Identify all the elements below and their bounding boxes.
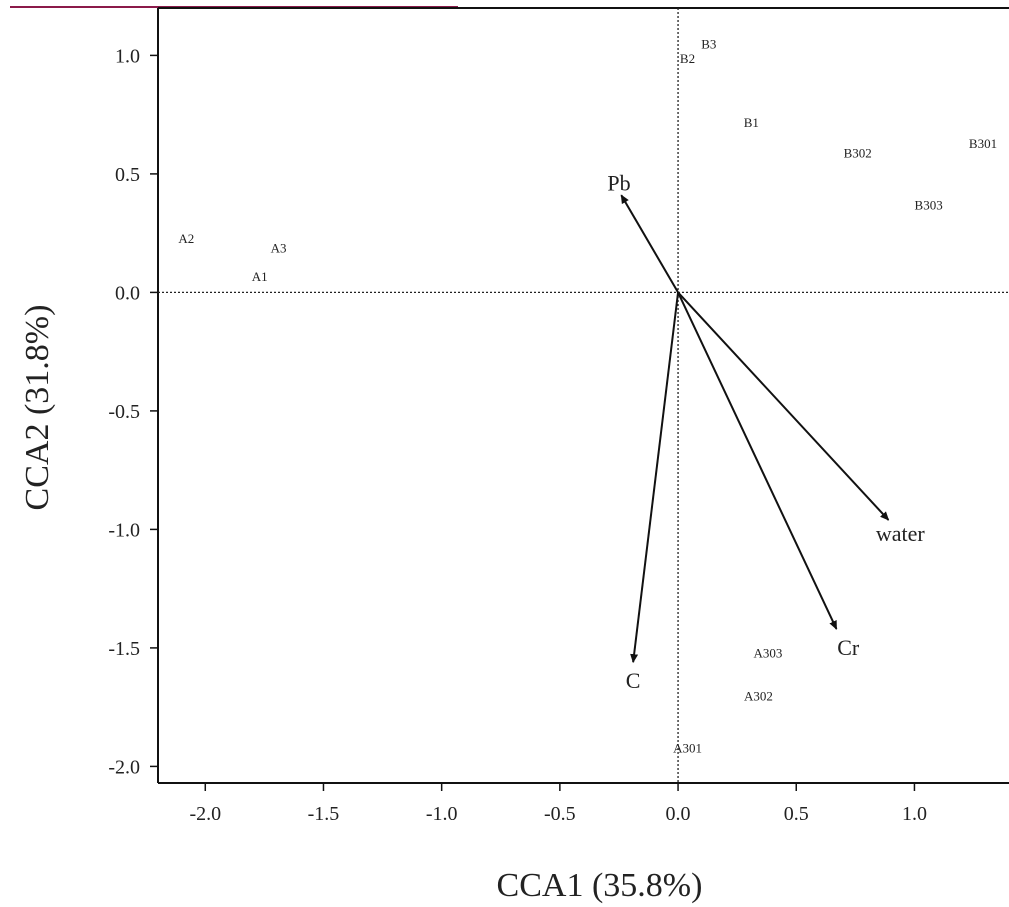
- site-label-a1: A1: [252, 269, 268, 284]
- site-label-b302: B302: [844, 146, 872, 161]
- site-label-a2: A2: [178, 231, 194, 246]
- site-label-b303: B303: [915, 198, 943, 213]
- site-label-b3: B3: [701, 37, 716, 52]
- x-tick-label: -1.5: [308, 803, 340, 825]
- site-label-a3: A3: [271, 240, 287, 255]
- vector-label-water: water: [876, 521, 926, 546]
- x-axis-title: CCA1 (35.8%): [497, 867, 703, 904]
- y-tick-label: -0.5: [108, 401, 140, 423]
- x-tick-label: 0.0: [666, 803, 691, 825]
- vector-label-cr: Cr: [837, 635, 860, 660]
- site-label-b301: B301: [969, 136, 997, 151]
- vector-label-pb: Pb: [607, 170, 630, 195]
- y-tick-label: -1.5: [108, 638, 140, 660]
- site-label-b2: B2: [680, 51, 695, 66]
- y-tick-label: 1.0: [115, 45, 140, 67]
- plot-frame: [157, 7, 1009, 784]
- vector-arrow-pb: [620, 194, 679, 293]
- x-tick-label: -2.0: [189, 803, 221, 825]
- x-tick-label: 0.5: [784, 803, 809, 825]
- y-tick-label: -2.0: [108, 756, 140, 778]
- vector-arrow-c: [630, 292, 680, 664]
- environmental-vectors: Pb water Cr C: [607, 170, 925, 693]
- x-tick-label: -0.5: [544, 803, 576, 825]
- site-label-a301: A301: [673, 740, 702, 755]
- y-axis-ticks: 1.0 0.5 0.0 -0.5 -1.0 -1.5 -2.0: [108, 45, 158, 778]
- site-label-a302: A302: [744, 688, 773, 703]
- vector-label-c: C: [626, 668, 641, 693]
- reference-lines: [158, 8, 1009, 783]
- site-label-b1: B1: [744, 115, 759, 130]
- y-tick-label: 0.5: [115, 164, 140, 186]
- x-tick-label: 1.0: [902, 803, 927, 825]
- y-tick-label: -1.0: [108, 519, 140, 541]
- y-tick-label: 0.0: [115, 282, 140, 304]
- site-label-a303: A303: [753, 646, 782, 661]
- x-tick-label: -1.0: [426, 803, 458, 825]
- vector-arrow-water: [677, 291, 890, 521]
- site-labels: A1 A2 A3 B1 B2 B3 B301 B302 B303 A301 A302 A303: [178, 37, 997, 756]
- x-axis-ticks: -2.0 -1.5 -1.0 -0.5 0.0 0.5 1.0: [189, 783, 927, 825]
- y-axis-title: CCA2 (31.8%): [19, 305, 56, 511]
- vector-arrow-cr: [677, 291, 838, 630]
